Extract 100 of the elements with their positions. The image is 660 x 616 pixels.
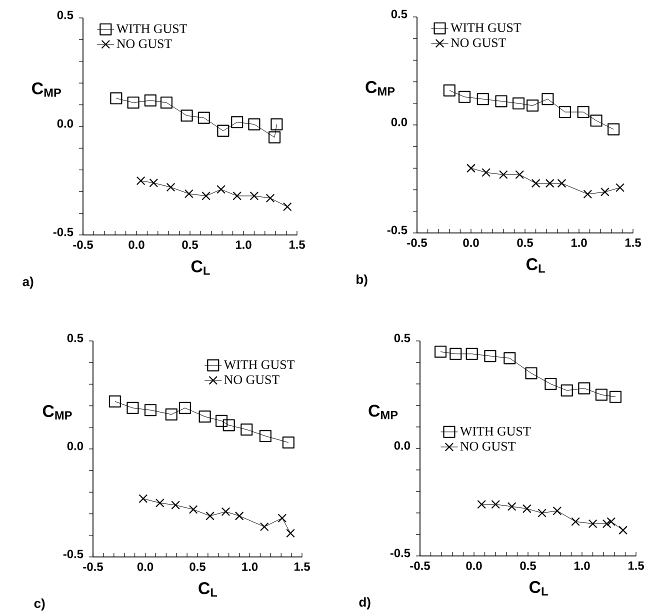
point [282, 436, 294, 449]
point [138, 494, 148, 504]
point [578, 382, 590, 394]
point [522, 504, 532, 514]
point [443, 84, 456, 96]
x-axis-title: C$_{L}$ [526, 258, 545, 273]
point [557, 178, 566, 188]
x-tick-label: 0.5 [517, 238, 533, 247]
y-tick-label: 0.0 [394, 441, 410, 450]
point [515, 170, 524, 180]
x-tick-label: 1.0 [574, 562, 590, 570]
x-tick-label: -0.5 [407, 238, 427, 247]
point [136, 176, 146, 186]
x-tick-label: 1.5 [625, 238, 641, 247]
point [538, 508, 546, 518]
x-tick-label: 0.0 [463, 238, 479, 247]
legend-label: NO GUST [116, 39, 172, 48]
point [577, 106, 590, 118]
point [166, 182, 176, 192]
point [600, 188, 610, 196]
point [588, 519, 598, 528]
point [222, 419, 235, 432]
y-tick-label: -0.5 [53, 228, 74, 236]
point [466, 348, 478, 360]
text: c) [34, 598, 45, 611]
point [108, 395, 121, 408]
point [149, 178, 158, 188]
x-tick-label: 1.5 [294, 562, 310, 571]
point [206, 512, 214, 520]
point [495, 95, 508, 108]
point [608, 123, 620, 136]
y-tick-label: -0.5 [63, 550, 84, 558]
x-tick-label: 1.5 [289, 240, 305, 249]
point [609, 390, 622, 403]
point [476, 93, 489, 106]
point [160, 96, 172, 109]
point [282, 202, 292, 212]
point [616, 183, 624, 192]
point [232, 192, 242, 200]
point [552, 506, 562, 516]
text: a) [22, 276, 34, 289]
x-tick-label: -0.5 [410, 562, 430, 570]
point [188, 505, 198, 514]
point [127, 96, 140, 109]
legend-label: NO GUST [224, 375, 280, 384]
y-tick-label: 0.5 [391, 10, 408, 18]
point [126, 402, 139, 414]
y-tick-label: 0.5 [394, 334, 410, 342]
y-tick-label: 0.5 [67, 334, 84, 342]
point [477, 500, 486, 509]
point [484, 350, 496, 362]
point [571, 517, 580, 526]
point [590, 114, 602, 127]
y-tick-label: -0.5 [390, 548, 410, 558]
point [202, 192, 210, 200]
point [250, 192, 259, 200]
point [234, 512, 244, 520]
point [512, 97, 525, 110]
point [259, 430, 272, 442]
text: d) [359, 597, 370, 610]
point [434, 346, 447, 358]
point [286, 528, 295, 538]
point [458, 90, 471, 103]
point [531, 178, 540, 188]
legend-label: WITH GUST [116, 24, 188, 34]
point [178, 402, 191, 414]
x-tick-label: 1.0 [236, 240, 252, 249]
point [266, 194, 275, 203]
point [558, 106, 571, 118]
y-axis-title: C$_{MP}$ [366, 81, 395, 96]
point [268, 131, 281, 144]
legend-label: WITH GUST [460, 426, 531, 436]
point [498, 170, 508, 180]
point [491, 500, 500, 509]
point [231, 116, 244, 128]
point [466, 164, 476, 173]
point [526, 100, 539, 112]
point [221, 507, 230, 516]
point [544, 378, 557, 390]
point [583, 190, 592, 199]
point [198, 410, 211, 423]
point [216, 414, 228, 427]
point [216, 184, 226, 194]
point [542, 93, 554, 106]
point [618, 526, 628, 535]
point [525, 367, 538, 380]
point [602, 519, 612, 528]
point [144, 94, 156, 106]
x-tick-label: 0.5 [520, 562, 536, 570]
legend-label: WITH GUST [450, 23, 522, 32]
point [180, 110, 193, 122]
y-axis-title: C$_{MP}$ [368, 404, 398, 420]
legend-label: NO GUST [460, 442, 516, 451]
point [507, 502, 516, 511]
x-tick-label: 0.0 [466, 562, 482, 570]
x-tick-label: 0.0 [128, 240, 144, 249]
point [270, 118, 283, 130]
point [278, 514, 287, 523]
x-tick-label: 1.0 [242, 562, 258, 571]
point [165, 408, 178, 420]
